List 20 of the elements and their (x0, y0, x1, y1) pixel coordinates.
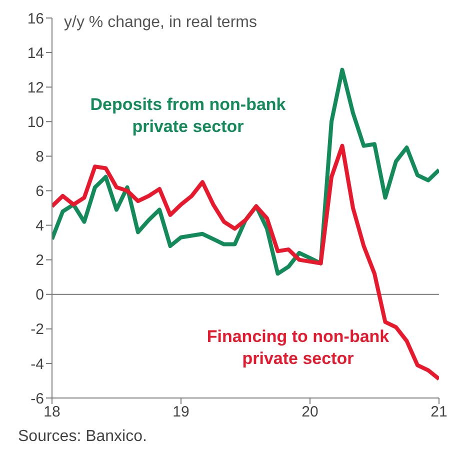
y-tick-label: 14 (27, 44, 44, 62)
y-tick-label: 2 (36, 252, 44, 270)
text: Deposits from non-bank private sector (89, 94, 287, 138)
y-tick-label: -6 (30, 390, 44, 408)
series-label: Financing to non-bank private sector (206, 326, 390, 370)
y-tick-label: 8 (36, 148, 44, 166)
source-note: Sources: Banxico. (18, 428, 147, 446)
x-tick-label: 19 (172, 404, 190, 421)
x-tick-label: 20 (302, 404, 318, 421)
y-tick-label: 6 (36, 183, 44, 200)
y-tick-label: -2 (30, 321, 44, 338)
y-tick-label: 16 (27, 10, 44, 28)
x-tick-label: 18 (44, 404, 60, 421)
y-tick-label: 0 (36, 286, 44, 304)
x-tick-label: 21 (430, 404, 448, 421)
y-tick-label: -4 (30, 356, 44, 373)
y-tick-label: 4 (36, 218, 44, 235)
y-axis-title: y/y % change, in real terms (64, 14, 257, 32)
y-tick-label: 12 (27, 79, 44, 96)
y-tick-label: 10 (27, 114, 44, 131)
